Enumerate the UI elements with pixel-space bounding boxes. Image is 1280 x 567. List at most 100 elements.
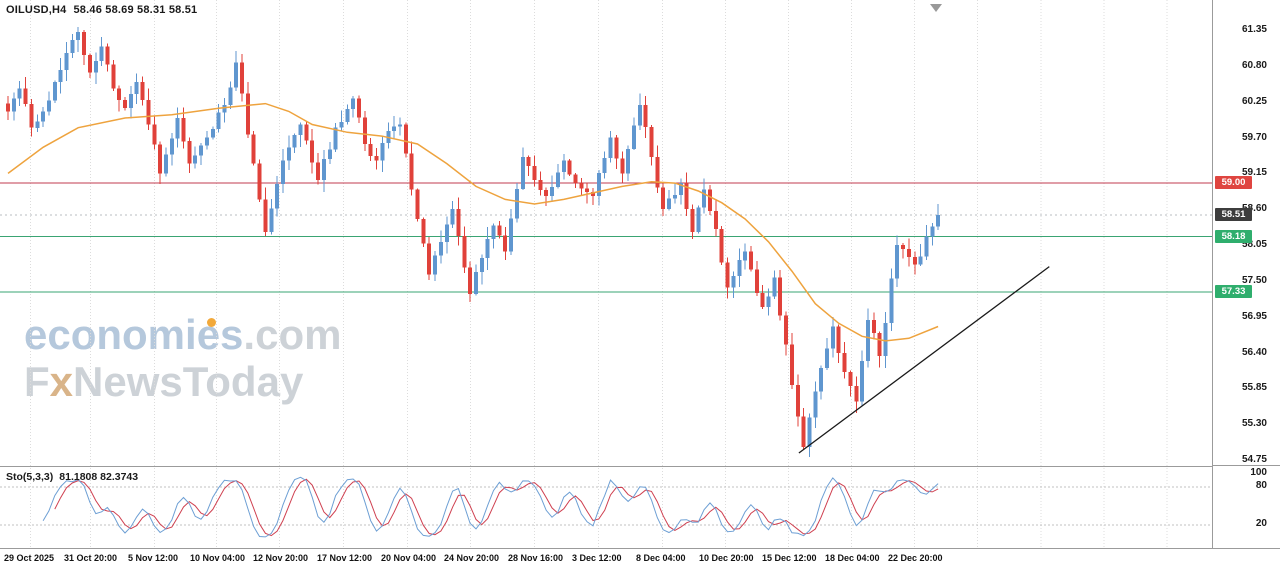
- price-scale[interactable]: 61.35 60.80 60.25 59.70 59.15 58.60 58.05 57.50…: [1212, 0, 1280, 548]
- candle-body: [532, 166, 537, 180]
- price-tick-label: 55.30: [1241, 418, 1267, 430]
- candle-body: [298, 124, 303, 135]
- candle-body: [766, 296, 771, 307]
- watermark-line1: economies.com: [24, 313, 341, 357]
- candle-body: [789, 344, 794, 386]
- candle-body: [462, 235, 467, 268]
- price-tick-label: 60.25: [1241, 95, 1267, 107]
- candle-body: [87, 55, 92, 73]
- price-tick-label: 59.70: [1241, 131, 1267, 143]
- candle-body: [204, 137, 209, 146]
- candle-body: [128, 94, 133, 109]
- candle-body: [655, 157, 660, 188]
- candle-body: [491, 225, 496, 240]
- candle-body: [193, 155, 198, 164]
- candle-body: [421, 219, 426, 244]
- candle-body: [11, 98, 16, 112]
- candle-body: [140, 82, 145, 100]
- candle-body: [690, 209, 695, 232]
- candle-body: [865, 320, 870, 362]
- candle-body: [602, 157, 607, 173]
- candle-body: [99, 46, 104, 61]
- time-axis-label: 10 Nov 04:00: [190, 553, 246, 563]
- candle-body: [158, 144, 163, 174]
- watermark-line2-x-icon: x: [49, 357, 74, 405]
- candle-body: [444, 224, 449, 242]
- candle-body: [801, 416, 806, 448]
- candle-body: [327, 149, 332, 160]
- time-axis-label: 15 Dec 12:00: [762, 553, 817, 563]
- candle-body: [842, 353, 847, 373]
- candle-body: [6, 103, 10, 112]
- time-axis-label: 24 Nov 20:00: [444, 553, 500, 563]
- time-axis-label: 10 Dec 20:00: [699, 553, 754, 563]
- candle-body: [456, 209, 461, 236]
- candle-body: [555, 172, 560, 188]
- candle-body: [754, 269, 759, 294]
- candle-body: [678, 183, 683, 195]
- level-price-badge: 59.00: [1215, 176, 1252, 190]
- candle-body: [596, 172, 601, 197]
- candle-body: [649, 126, 654, 158]
- candle-body: [187, 141, 192, 164]
- candle-body: [292, 134, 297, 148]
- candle-body: [807, 417, 812, 448]
- candle-body: [608, 137, 613, 158]
- candle-body: [924, 236, 929, 257]
- candle-body: [17, 88, 22, 99]
- price-chart-canvas[interactable]: [0, 0, 1212, 466]
- candle-body: [538, 179, 543, 191]
- candle-body: [901, 245, 905, 249]
- time-axis-label: 17 Nov 12:00: [317, 553, 373, 563]
- candle-body: [117, 88, 122, 100]
- time-axis-label: 20 Nov 04:00: [381, 553, 437, 563]
- price-tick-label: 54.75: [1241, 454, 1267, 466]
- price-tick-label: 56.40: [1241, 346, 1267, 358]
- candle-body: [631, 125, 636, 149]
- candle-body: [286, 147, 291, 161]
- chart-shift-marker-icon[interactable]: [930, 4, 942, 12]
- time-axis-label: 3 Dec 12:00: [572, 553, 622, 563]
- stochastic-pane[interactable]: Sto(5,3,3) 81.1808 82.3743: [0, 466, 1212, 549]
- candle-body: [216, 112, 221, 129]
- main-chart-pane[interactable]: economies.com FxNewsToday OILUSD,H4 58.46…: [0, 0, 1212, 466]
- candle-body: [637, 104, 642, 126]
- time-axis[interactable]: 29 Oct 2025 31 Oct 20:00 5 Nov 12:00 10 Nov…: [0, 548, 1280, 567]
- candle-body: [374, 156, 379, 161]
- candle-body: [474, 272, 478, 294]
- candle-body: [696, 207, 701, 233]
- candle-body: [708, 189, 712, 211]
- stochastic-scale-label: 80: [1255, 479, 1267, 491]
- candle-body: [70, 39, 75, 53]
- candle-body: [280, 160, 285, 184]
- candle-body: [240, 62, 244, 94]
- candle-body: [918, 256, 923, 265]
- candle-body: [854, 386, 859, 402]
- candle-body: [743, 251, 748, 261]
- candle-body: [585, 188, 590, 192]
- candle-body: [526, 157, 531, 167]
- candle-body: [485, 239, 490, 259]
- candle-body: [368, 144, 373, 157]
- candle-body: [813, 391, 818, 418]
- candle-body: [702, 189, 707, 208]
- candle-body: [825, 348, 829, 369]
- time-axis-label: 18 Dec 04:00: [825, 553, 880, 563]
- candle-body: [438, 241, 443, 256]
- candle-body: [427, 243, 432, 275]
- candle-body: [614, 137, 619, 159]
- candle-body: [515, 188, 519, 219]
- trendline[interactable]: [798, 266, 1050, 454]
- price-tick-label: 55.85: [1241, 382, 1267, 394]
- candle-body: [468, 267, 473, 294]
- candle-body: [146, 99, 151, 125]
- candle-body: [251, 134, 256, 164]
- candle-body: [684, 183, 689, 209]
- candle-body: [234, 62, 239, 88]
- symbol-period-label: OILUSD,H4: [6, 4, 67, 16]
- candle-body: [345, 109, 350, 123]
- stochastic-canvas[interactable]: [0, 468, 1212, 549]
- candle-body: [830, 326, 835, 349]
- candle-body: [731, 275, 736, 288]
